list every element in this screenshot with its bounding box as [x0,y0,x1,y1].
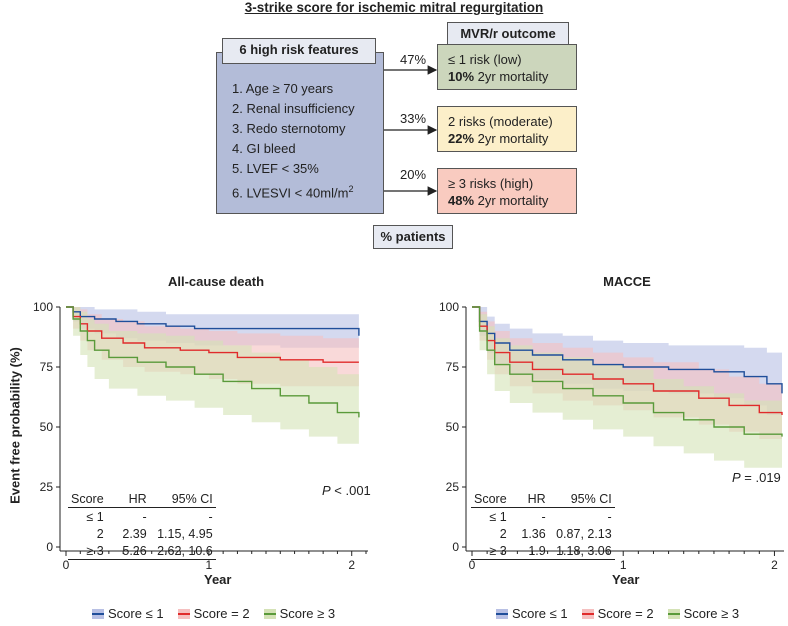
outcome-moderate-rest: 2yr mortality [474,131,549,146]
km-line-2 [472,306,783,415]
outcome-high: ≥ 3 risks (high) 48% 2yr mortality [437,168,577,214]
y-tick-label: 100 [33,300,53,314]
table-row: ≥ 3 5.26 2.62, 10.6 [68,542,216,560]
table-row: 2 2.39 1.15, 4.95 [96,526,213,541]
km-line-1 [66,306,360,336]
outcome-high-mortality: 48% [448,193,475,208]
y-tick-label: 25 [446,480,460,494]
chart-death: 0 25 50 75 100 0 1 2 [33,300,368,572]
table-header: Score [474,491,507,506]
km-line-1 [472,306,783,394]
table-row: ≤ 1-- [86,509,213,524]
x-tick-label: 1 [206,558,213,572]
km-line-3 [66,306,360,418]
legend-macce: Score ≤ 1 Score = 2 Score ≥ 3 [496,606,739,621]
legend-item: Score ≥ 3 [263,606,335,621]
y-tick-label: 0 [46,540,53,554]
legend-item: Score = 2 [581,606,654,621]
arrows [384,65,438,196]
diagram-title: 3-strike score for ischemic mitral regur… [244,0,544,15]
outcome-low-line1: ≤ 1 risk (low) [448,52,522,67]
y-tick-label: 50 [40,420,54,434]
legend-swatch-red [177,608,190,619]
y-tick-label: 25 [40,480,54,494]
x-axis-label-death: Year [204,572,232,587]
x-tick-label: 0 [63,558,70,572]
outcome-low-rest: 2yr mortality [474,69,549,84]
outcome-moderate: 2 risks (moderate) 22% 2yr mortality [437,106,577,152]
table-header: HR [128,491,147,506]
pct-low: 47% [399,52,427,67]
legend-item: Score = 2 [177,606,250,621]
x-axis-label-macce: Year [612,572,640,587]
patients-label: % patients [373,225,453,249]
feature-item: 3. Redo sternotomy [232,121,346,136]
y-tick-label: 100 [439,300,459,314]
x-tick-label: 1 [620,558,627,572]
legend-item: Score ≤ 1 [496,606,568,621]
pct-high: 20% [399,167,427,182]
p-value-death: P < .001 [322,483,371,498]
x-tick-label: 2 [771,558,778,572]
legend-item: Score ≤ 1 [92,606,164,621]
features-header: 6 high risk features [222,38,376,64]
x-tick-label: 2 [348,558,355,572]
chart-title-death: All-cause death [167,274,265,289]
outcome-high-rest: 2yr mortality [474,193,549,208]
legend-item: Score ≥ 3 [667,606,739,621]
outcome-high-line1: ≥ 3 risks (high) [448,176,534,191]
outcome-moderate-line1: 2 risks (moderate) [448,114,553,129]
km-line-3 [472,306,783,437]
table-row: ≥ 3 1.9 1.18, 3.06 [471,542,615,560]
legend-swatch-blue [496,608,508,619]
legend-swatch-red [581,608,594,619]
legend-swatch-green [667,608,680,619]
features-box [216,52,384,214]
y-tick-label: 0 [452,540,459,554]
ci-band-3 [472,307,782,471]
legend-death: Score ≤ 1 Score = 2 Score ≥ 3 [92,606,335,621]
table-header: HR [527,491,546,506]
feature-item: 5. LVEF < 35% [232,161,319,176]
p-value-macce: P = .019 [732,470,781,485]
chart-macce: 0 25 50 75 100 0 1 2 [439,300,784,572]
feature-item: 6. LVESVI < 40ml/m2 [232,184,354,201]
feature-list: 1. Age ≥ 70 years 2. Renal insufficiency… [232,79,355,203]
outcome-moderate-mortality: 22% [448,131,475,146]
table-header: Score [71,491,104,506]
feature-item: 1. Age ≥ 70 years [232,81,334,96]
chart-title-macce: MACCE [603,274,651,289]
table-header: 95% CI [171,491,213,506]
feature-item: 2. Renal insufficiency [232,101,355,116]
x-tick-label: 0 [469,558,476,572]
feature-item: 4. GI bleed [232,141,296,156]
table-row: ≤ 1-- [489,509,612,524]
outcome-low: ≤ 1 risk (low) 10% 2yr mortality [437,44,577,90]
legend-swatch-green [263,608,276,619]
outcome-low-mortality: 10% [448,69,475,84]
table-row: 2 1.36 0.87, 2.13 [499,526,612,541]
legend-swatch-blue [92,608,104,619]
y-tick-label: 50 [446,420,460,434]
y-tick-label: 75 [40,360,54,374]
y-tick-label: 75 [446,360,460,374]
pct-moderate: 33% [399,111,427,126]
table-header: 95% CI [570,491,612,506]
